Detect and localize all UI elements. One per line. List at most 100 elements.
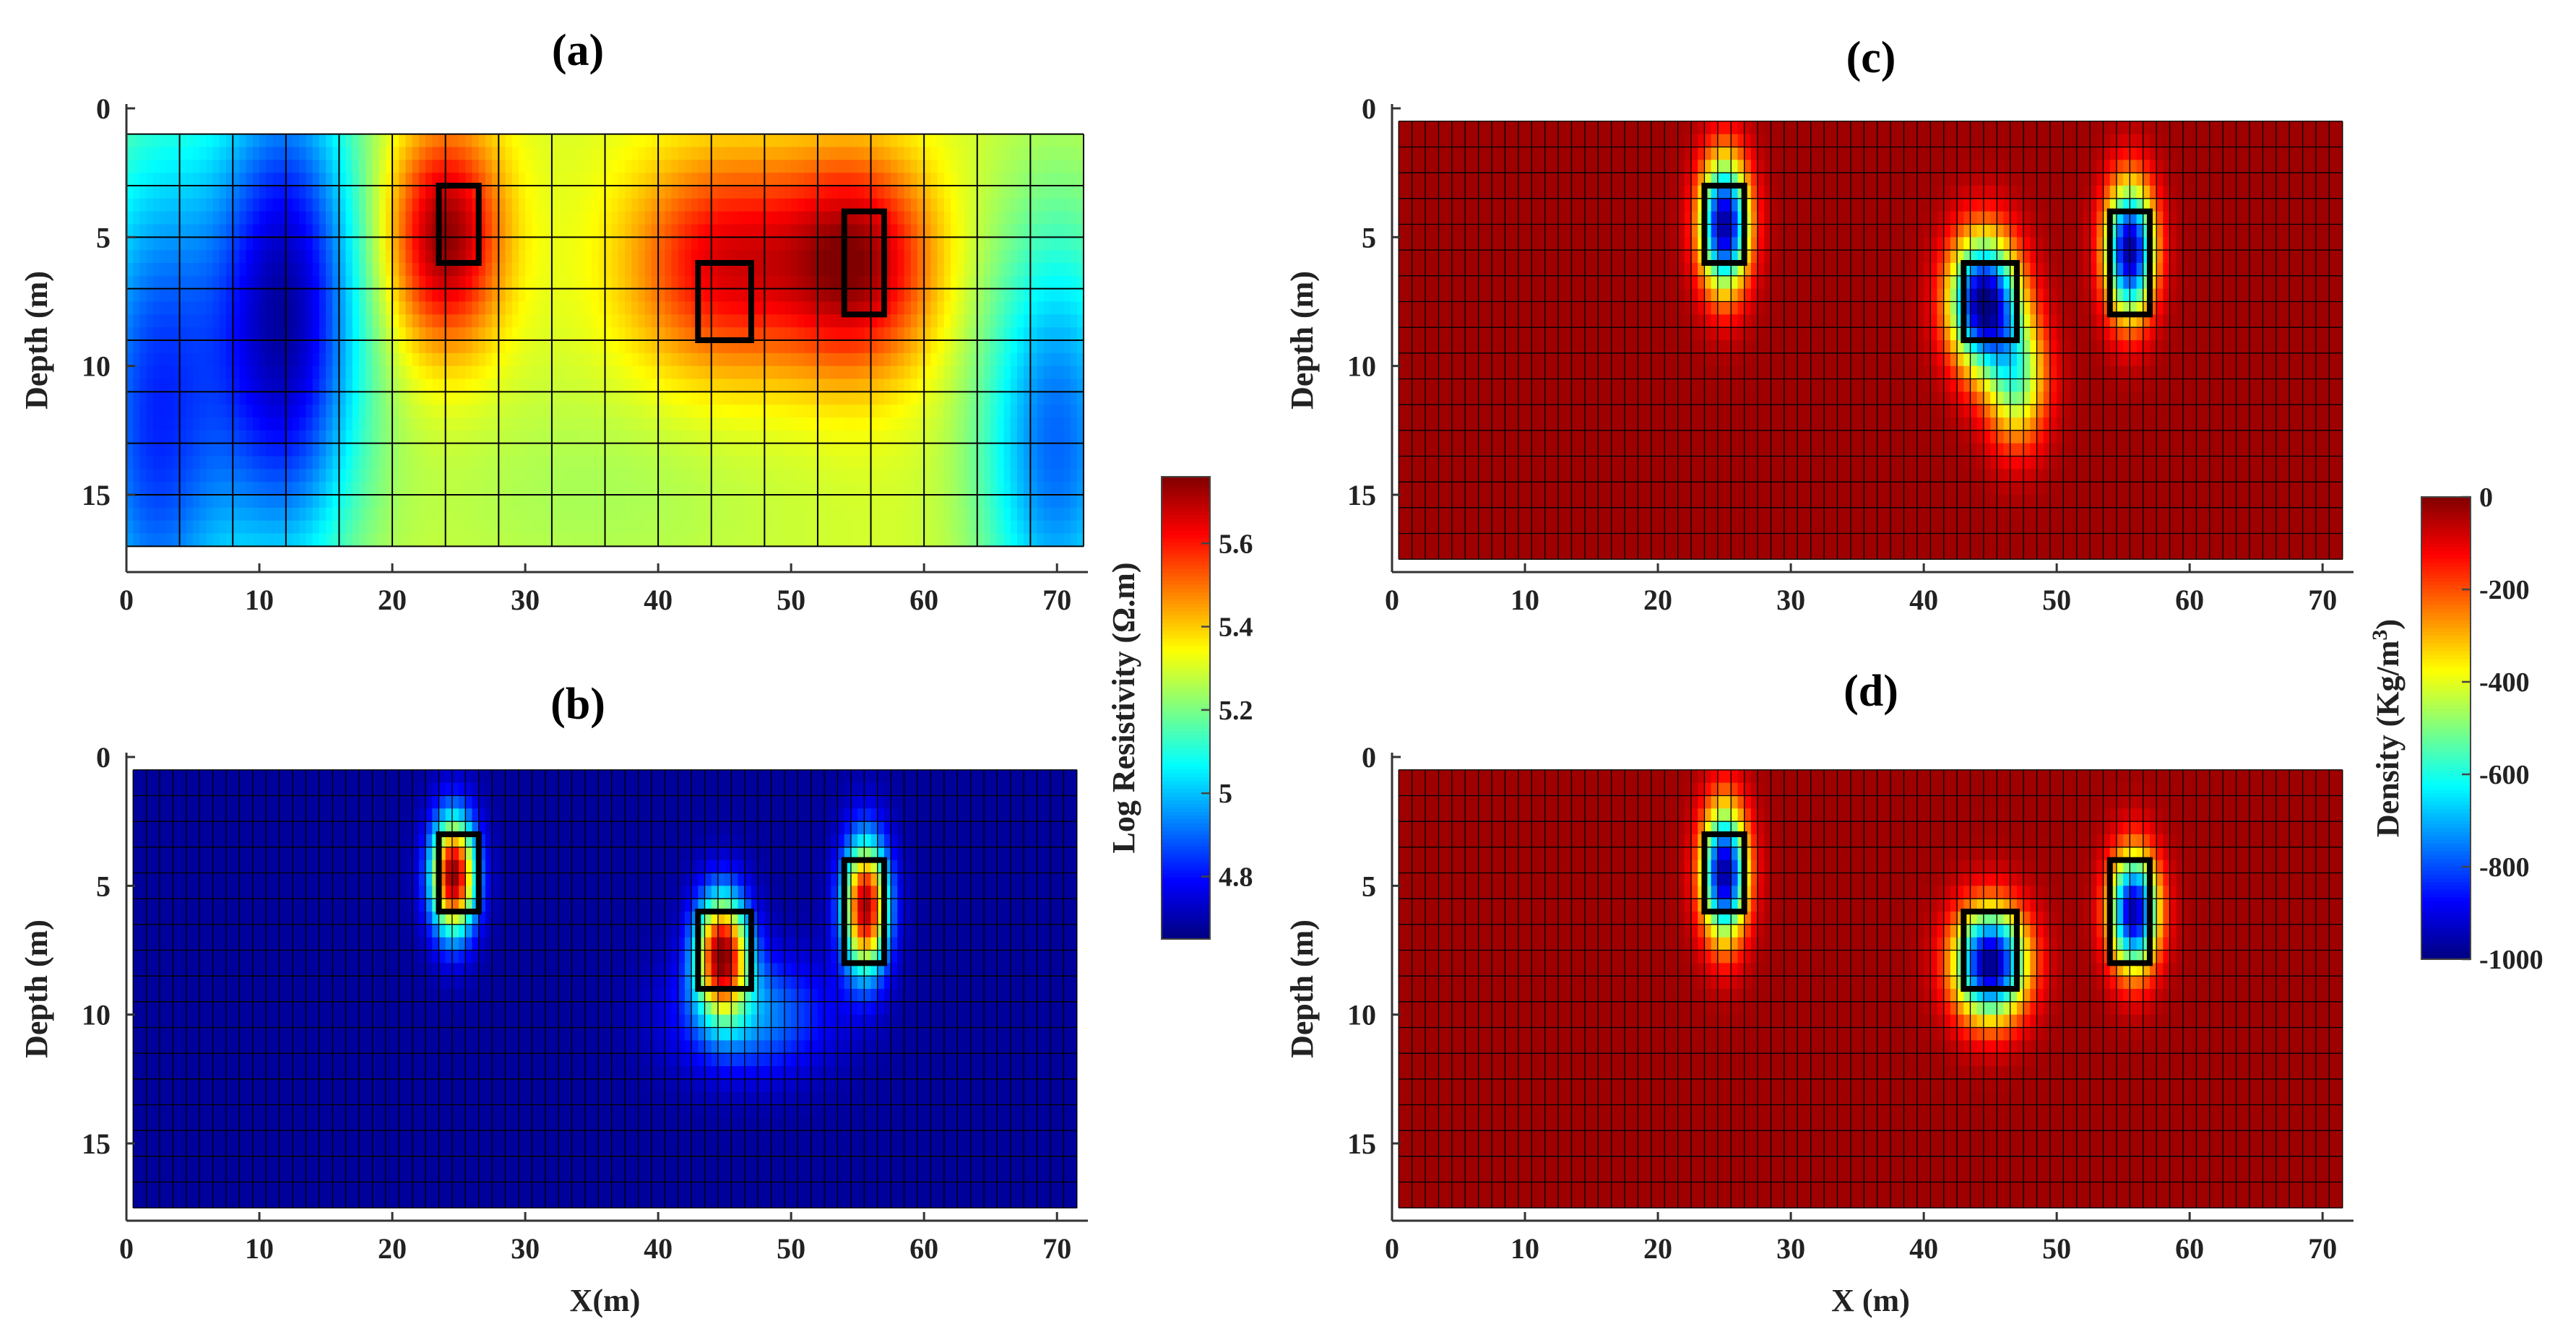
- heatmap-cell: [519, 302, 526, 315]
- heatmap-cell: [299, 134, 306, 147]
- heatmap-cell: [139, 482, 147, 495]
- heatmap-cell: [432, 521, 439, 534]
- heatmap-cell: [552, 404, 559, 417]
- heatmap-cell: [552, 495, 559, 508]
- heatmap-cell: [372, 482, 379, 495]
- heatmap-cell: [353, 276, 360, 289]
- heatmap-cell: [160, 404, 167, 417]
- heatmap-cell: [685, 237, 692, 250]
- heatmap-cell: [272, 379, 280, 392]
- heatmap-cell: [286, 417, 293, 430]
- heatmap-cell: [220, 225, 227, 238]
- heatmap-cell: [605, 134, 613, 147]
- heatmap-cell: [718, 495, 725, 508]
- heatmap-cell: [346, 263, 353, 276]
- heatmap-cell: [299, 469, 306, 482]
- heatmap-cell: [565, 534, 572, 547]
- heatmap-cell: [519, 340, 526, 353]
- heatmap-cell: [672, 508, 679, 521]
- heatmap-cell: [180, 508, 187, 521]
- heatmap-cell: [366, 379, 373, 392]
- heatmap-cell: [353, 443, 360, 457]
- heatmap-cell: [685, 263, 692, 276]
- heatmap-cell: [286, 225, 293, 238]
- heatmap-cell: [771, 289, 779, 302]
- heatmap-cell: [532, 457, 539, 470]
- heatmap-cell: [372, 263, 379, 276]
- heatmap-cell: [239, 508, 246, 521]
- heatmap-cell: [239, 289, 246, 302]
- heatmap-cell: [505, 469, 512, 482]
- heatmap-cell: [293, 134, 300, 147]
- heatmap-cell: [764, 199, 771, 212]
- heatmap-cell: [745, 379, 752, 392]
- heatmap-cell: [180, 482, 187, 495]
- heatmap-cell: [672, 430, 679, 443]
- heatmap-cell: [552, 160, 559, 173]
- heatmap-cell: [565, 250, 572, 263]
- heatmap-cell: [147, 534, 154, 547]
- heatmap-cell: [139, 250, 147, 263]
- heatmap-cell: [366, 443, 373, 457]
- heatmap-cell: [180, 263, 187, 276]
- heatmap-cell: [239, 404, 246, 417]
- heatmap-cell: [485, 366, 493, 379]
- heatmap-cell: [160, 276, 167, 289]
- heatmap-cell: [618, 404, 626, 417]
- heatmap-cell: [745, 173, 752, 186]
- heatmap-cell: [751, 366, 758, 379]
- heatmap-cell: [419, 263, 426, 276]
- heatmap-cell: [446, 314, 453, 327]
- heatmap-cell: [233, 250, 240, 263]
- heatmap-cell: [658, 160, 665, 173]
- heatmap-cell: [366, 160, 373, 173]
- heatmap-cell: [432, 302, 439, 315]
- heatmap-cell: [678, 250, 686, 263]
- heatmap-cell: [446, 327, 453, 340]
- heatmap-cell: [180, 186, 187, 199]
- heatmap-cell: [565, 160, 572, 173]
- heatmap-cell: [266, 430, 273, 443]
- heatmap-cell: [525, 430, 532, 443]
- heatmap-cell: [392, 404, 399, 417]
- heatmap-cell: [233, 495, 240, 508]
- heatmap-cell: [272, 443, 280, 457]
- heatmap-cell: [259, 482, 267, 495]
- heatmap-cell: [685, 417, 692, 430]
- heatmap-cell: [605, 263, 613, 276]
- heatmap-cell: [745, 199, 752, 212]
- heatmap-cell: [685, 534, 692, 547]
- heatmap-cell: [306, 250, 313, 263]
- heatmap-cell: [625, 482, 632, 495]
- heatmap-cell: [153, 457, 160, 470]
- heatmap-cell: [233, 134, 240, 147]
- heatmap-cell: [213, 430, 220, 443]
- heatmap-cell: [405, 289, 412, 302]
- heatmap-cell: [678, 379, 686, 392]
- heatmap-cell: [479, 457, 486, 470]
- heatmap-cell: [512, 457, 519, 470]
- heatmap-cell: [446, 340, 453, 353]
- heatmap-cell: [685, 225, 692, 238]
- heatmap-cell: [299, 289, 306, 302]
- heatmap-cell: [505, 443, 512, 457]
- heatmap-cell: [618, 314, 626, 327]
- heatmap-cell: [691, 353, 699, 366]
- heatmap-cell: [160, 250, 167, 263]
- heatmap-cell: [731, 289, 738, 302]
- heatmap-cell: [392, 289, 399, 302]
- heatmap-cell: [306, 508, 313, 521]
- heatmap-cell: [432, 379, 439, 392]
- heatmap-cell: [139, 237, 147, 250]
- heatmap-cell: [160, 237, 167, 250]
- heatmap-cell: [631, 289, 639, 302]
- heatmap-cell: [639, 521, 646, 534]
- heatmap-cell: [432, 327, 439, 340]
- heatmap-cell: [472, 276, 479, 289]
- heatmap-cell: [186, 276, 194, 289]
- heatmap-cell: [585, 404, 592, 417]
- heatmap-cell: [558, 508, 566, 521]
- heatmap-cell: [612, 534, 619, 547]
- heatmap-cell: [425, 457, 433, 470]
- heatmap-cell: [353, 302, 360, 315]
